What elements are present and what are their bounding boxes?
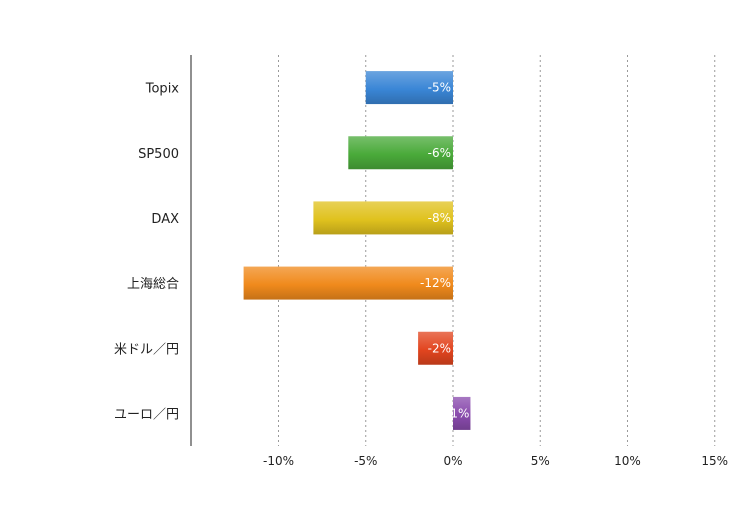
bar: [243, 266, 453, 300]
bar: [348, 136, 453, 170]
data-label: -12%: [420, 276, 451, 290]
x-tick-label: -5%: [354, 454, 377, 468]
x-tick-label: 0%: [443, 454, 462, 468]
x-tick-label: -10%: [263, 454, 294, 468]
category-label: DAX: [151, 212, 179, 227]
bars: -5% -6% -8% -12% -2% 1%: [243, 71, 471, 430]
category-label: ユーロ／円: [114, 407, 179, 422]
data-label: 1%: [450, 406, 469, 420]
x-tick-label: 5%: [531, 454, 550, 468]
data-label: -5%: [428, 81, 451, 95]
bar: [418, 331, 453, 365]
category-label: 上海総合: [127, 277, 179, 292]
data-label: -8%: [428, 211, 451, 225]
x-tick-label: 10%: [614, 454, 641, 468]
category-label: Topix: [145, 82, 180, 97]
data-label: -2%: [428, 341, 451, 355]
bar: [453, 396, 471, 430]
bar: [365, 71, 453, 105]
gridlines: [278, 55, 716, 446]
data-label: -6%: [428, 146, 451, 160]
bar: [313, 201, 453, 235]
x-tick-label: 15%: [701, 454, 728, 468]
category-label: 米ドル／円: [114, 342, 179, 357]
category-label: SP500: [138, 147, 179, 162]
x-tick-labels: -10% -5% 0% 5% 10% 15%: [263, 454, 728, 468]
